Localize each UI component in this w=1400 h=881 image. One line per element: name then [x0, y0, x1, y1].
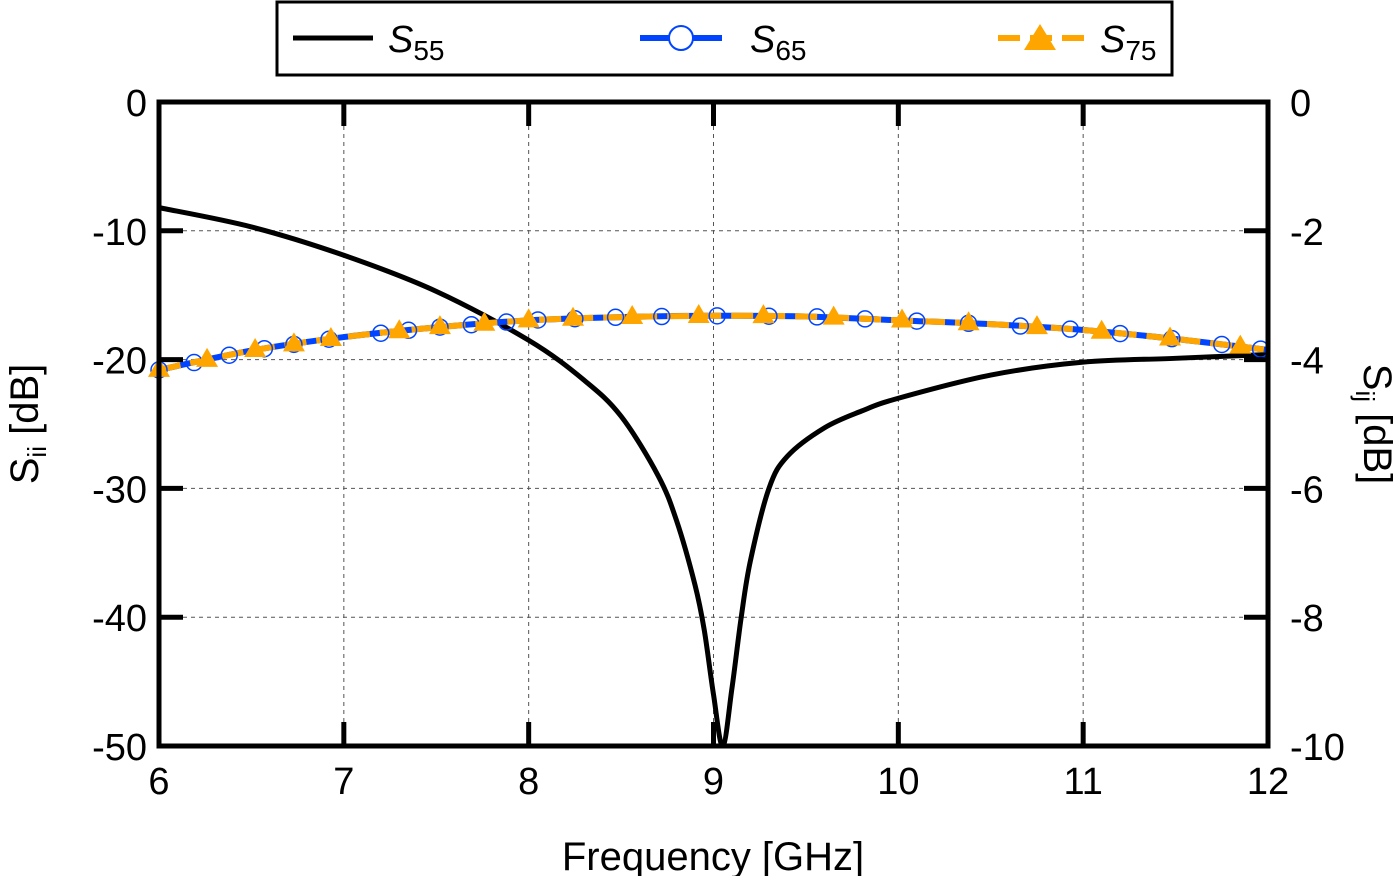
series-s75-marker	[244, 338, 267, 358]
legend-label-s55: S55	[388, 19, 445, 66]
y-axis-label-left: Sii [dB]	[3, 364, 52, 485]
series-s65-marker	[808, 308, 826, 326]
series-s75-marker	[752, 304, 775, 324]
x-tick-label: 12	[1247, 761, 1289, 803]
series-s65-marker	[1213, 335, 1231, 354]
legend-label-s65: S65	[750, 19, 807, 66]
series-s75-marker	[428, 315, 451, 335]
x-tick-label: 11	[1063, 761, 1102, 803]
y-tick-label-right: -6	[1290, 469, 1324, 511]
x-tick-label: 10	[877, 761, 919, 803]
legend-marker-s75	[1024, 24, 1056, 50]
legend: S55 S65 S75	[275, 0, 1174, 77]
series-s75-marker	[621, 304, 644, 324]
series-s65-marker	[1011, 317, 1030, 335]
y-tick-label-left: -50	[92, 727, 147, 769]
x-tick-label: 7	[333, 761, 354, 803]
series-s65-marker	[708, 307, 726, 325]
series-s75-marker	[196, 347, 219, 367]
grid	[159, 102, 1268, 746]
series-s75-marker	[282, 332, 305, 352]
y-tick-label-right: -10	[1290, 727, 1345, 769]
y-tick-label-left: -10	[92, 212, 147, 254]
series-s65-marker	[652, 307, 671, 326]
y-tick-label-right: -4	[1290, 341, 1324, 383]
x-tick-label: 6	[148, 761, 169, 803]
series-s65-marker	[220, 346, 238, 364]
legend-label-s75: S75	[1100, 19, 1157, 66]
series-s75-marker	[891, 308, 914, 328]
x-axis-label: Frequency [GHz]	[562, 835, 864, 876]
series-s75-marker	[388, 319, 411, 339]
series-s75-marker	[562, 306, 585, 326]
y-tick-label-right: -2	[1290, 212, 1324, 254]
series-s65-marker	[497, 313, 516, 331]
series-s75-marker	[1229, 334, 1252, 354]
y-tick-label-left: 0	[126, 83, 147, 125]
ticks: 6 7 8 9 10 11 12 0 0 -10 -2 -20 -4 -30 -6 -40 -8 -50 -10	[92, 83, 1345, 803]
series-s75-marker	[1090, 319, 1113, 339]
legend-box	[275, 0, 1174, 77]
y-tick-label-right: 0	[1290, 83, 1311, 125]
series-s75-marker	[517, 308, 540, 328]
y-tick-label-left: -30	[92, 469, 147, 511]
series-s75-marker	[822, 305, 845, 325]
series-s75-line	[158, 312, 1269, 373]
series-s65-marker	[1111, 324, 1129, 343]
series-s75-marker	[957, 311, 980, 331]
legend-marker-s65	[668, 25, 694, 51]
y-tick-label-left: -20	[92, 341, 147, 383]
series-layer	[148, 205, 1270, 749]
series-s65-marker	[856, 310, 874, 328]
series-s65-marker	[1061, 320, 1079, 338]
series-s75-marker	[1159, 326, 1182, 346]
x-tick-label: 8	[518, 761, 539, 803]
y-axis-label-right: Sij [dB]	[1350, 364, 1399, 485]
series-s65-marker	[372, 324, 390, 342]
series-s65-marker	[606, 308, 625, 327]
x-tick-label: 9	[703, 761, 724, 803]
y-tick-label-left: -40	[92, 598, 147, 640]
series-s75-marker	[1025, 315, 1048, 335]
series-s75-marker	[687, 304, 710, 324]
series-s75-marker	[319, 326, 342, 346]
y-tick-label-right: -8	[1290, 598, 1324, 640]
series-s75-marker	[473, 311, 496, 331]
